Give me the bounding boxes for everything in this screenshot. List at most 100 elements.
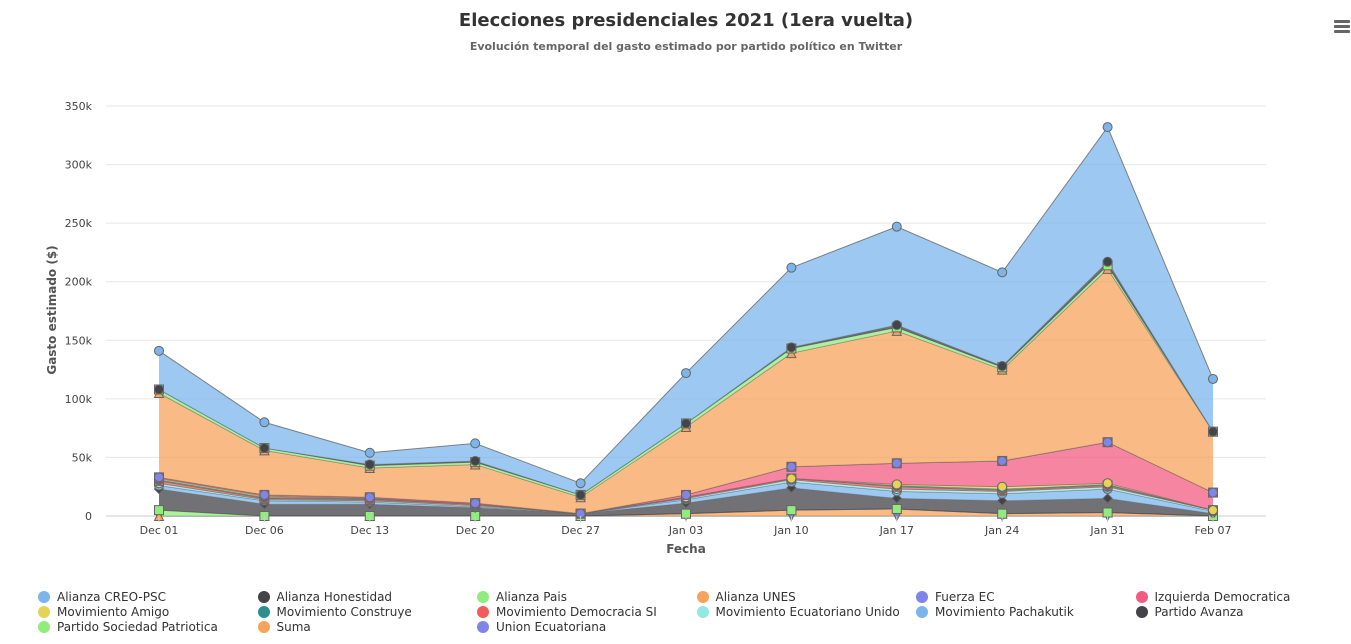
- legend-label: Alianza CREO-PSC: [57, 590, 166, 604]
- point-alianza-creo-psc[interactable]: [1102, 122, 1113, 133]
- legend-item-izquierda-democratica[interactable]: Izquierda Democratica: [1135, 590, 1291, 604]
- legend-marker: [257, 591, 270, 603]
- point-fuerza-ec[interactable]: [259, 489, 270, 500]
- legend-label: Movimiento Construye: [276, 605, 412, 619]
- point-movimiento-amigo[interactable]: [786, 473, 797, 484]
- point-alianza-creo-psc[interactable]: [259, 417, 270, 428]
- point-fuerza-ec[interactable]: [997, 455, 1008, 466]
- x-tick-label: Dec 20: [456, 524, 495, 537]
- legend-item-suma[interactable]: Suma: [257, 620, 311, 634]
- point-alianza-creo-psc[interactable]: [786, 262, 797, 273]
- y-tick-label: 350k: [65, 100, 93, 113]
- y-tick-label: 100k: [65, 393, 93, 406]
- point-fuerza-ec[interactable]: [154, 472, 164, 483]
- chart-title: Elecciones presidenciales 2021 (1era vue…: [458, 10, 914, 31]
- legend-item-movimiento-democracia-si[interactable]: Movimiento Democracia SI: [477, 605, 657, 619]
- legend-item-alianza-honestidad[interactable]: Alianza Honestidad: [257, 590, 392, 604]
- data-markers: [153, 122, 1219, 522]
- legend-item-partido-avanza[interactable]: Partido Avanza: [1135, 605, 1244, 619]
- legend-marker: [916, 606, 928, 618]
- point-partido-avanza[interactable]: [891, 493, 903, 504]
- point-alianza-honestidad[interactable]: [364, 459, 375, 470]
- point-partido-sociedad-patriotica[interactable]: [891, 503, 902, 514]
- x-tick-label: Dec 27: [561, 524, 600, 537]
- point-alianza-honestidad[interactable]: [1208, 426, 1218, 437]
- point-fuerza-ec[interactable]: [364, 492, 375, 503]
- legend-item-alianza-creo-psc[interactable]: Alianza CREO-PSC: [38, 590, 166, 604]
- legend-label: Partido Sociedad Patriotica: [57, 620, 218, 634]
- point-alianza-honestidad[interactable]: [154, 384, 164, 395]
- point-alianza-creo-psc[interactable]: [364, 447, 375, 458]
- point-partido-sociedad-patriotica[interactable]: [1102, 507, 1113, 518]
- point-movimiento-amigo[interactable]: [1102, 478, 1113, 489]
- point-alianza-honestidad[interactable]: [891, 320, 902, 331]
- point-fuerza-ec[interactable]: [681, 489, 691, 500]
- stacked-areas: [158, 126, 1214, 517]
- legend-marker: [38, 606, 50, 618]
- x-tick-label: Jan 17: [879, 524, 914, 537]
- legend-item-movimiento-pachakutik[interactable]: Movimiento Pachakutik: [916, 605, 1074, 619]
- point-partido-sociedad-patriotica[interactable]: [154, 505, 164, 516]
- x-axis-title: Fecha: [666, 542, 706, 556]
- point-partido-avanza[interactable]: [1102, 493, 1113, 504]
- point-fuerza-ec[interactable]: [470, 498, 481, 509]
- x-tick-label: Dec 06: [245, 524, 284, 537]
- y-tick-label: 200k: [65, 276, 93, 289]
- point-alianza-honestidad[interactable]: [470, 455, 481, 466]
- legend-marker: [38, 621, 50, 633]
- point-alianza-honestidad[interactable]: [997, 361, 1008, 372]
- point-alianza-honestidad[interactable]: [681, 418, 691, 429]
- legend-label: Alianza Pais: [496, 590, 567, 604]
- legend-item-fuerza-ec[interactable]: Fuerza EC: [916, 590, 995, 604]
- area-alianza-unes: [159, 268, 1213, 514]
- point-alianza-creo-psc[interactable]: [154, 345, 164, 356]
- point-movimiento-amigo[interactable]: [891, 479, 902, 490]
- legend-marker: [477, 591, 489, 603]
- legend-marker: [477, 621, 489, 633]
- point-alianza-honestidad[interactable]: [1102, 256, 1113, 267]
- point-alianza-creo-psc[interactable]: [575, 478, 586, 489]
- point-partido-avanza[interactable]: [996, 495, 1008, 506]
- point-fuerza-ec[interactable]: [786, 461, 797, 472]
- point-fuerza-ec[interactable]: [891, 458, 902, 469]
- point-movimiento-amigo[interactable]: [997, 481, 1008, 492]
- point-alianza-creo-psc[interactable]: [470, 438, 481, 449]
- legend-item-movimiento-construye[interactable]: Movimiento Construye: [257, 605, 412, 619]
- legend-item-movimiento-ecuatoriano-unido[interactable]: Movimiento Ecuatoriano Unido: [696, 605, 900, 619]
- point-alianza-creo-psc[interactable]: [997, 267, 1008, 278]
- x-tick-label: Jan 03: [668, 524, 703, 537]
- point-alianza-creo-psc[interactable]: [1208, 373, 1218, 384]
- area-izquierda-democratica: [159, 442, 1213, 514]
- legend-label: Suma: [276, 620, 311, 634]
- legend-label: Movimiento Pachakutik: [935, 605, 1074, 619]
- legend-marker: [257, 606, 270, 618]
- legend-item-alianza-unes[interactable]: Alianza UNES: [696, 590, 796, 604]
- hamburger-menu-icon[interactable]: [1334, 20, 1350, 34]
- point-fuerza-ec[interactable]: [1208, 487, 1218, 498]
- y-tick-label: 150k: [65, 334, 93, 347]
- point-alianza-creo-psc[interactable]: [681, 368, 691, 379]
- point-partido-sociedad-patriotica[interactable]: [786, 505, 797, 516]
- point-movimiento-amigo[interactable]: [1208, 505, 1218, 516]
- x-tick-label: Jan 24: [984, 524, 1019, 537]
- point-fuerza-ec[interactable]: [1102, 437, 1113, 448]
- y-tick-label: 50k: [72, 451, 93, 464]
- legend-label: Izquierda Democratica: [1154, 590, 1291, 604]
- y-tick-label: 300k: [65, 159, 93, 172]
- legend-label: Movimiento Amigo: [57, 605, 170, 619]
- legend-item-movimiento-amigo[interactable]: Movimiento Amigo: [38, 605, 169, 619]
- x-tick-label: Jan 31: [1089, 524, 1124, 537]
- x-tick-label: Jan 10: [773, 524, 808, 537]
- point-alianza-creo-psc[interactable]: [891, 221, 902, 232]
- legend-item-union-ecuatoriana[interactable]: Union Ecuatoriana: [477, 620, 606, 634]
- point-alianza-honestidad[interactable]: [786, 342, 797, 353]
- point-alianza-honestidad[interactable]: [575, 489, 586, 500]
- point-alianza-honestidad[interactable]: [259, 443, 270, 454]
- area-partido-avanza: [159, 487, 1213, 516]
- legend-marker: [257, 621, 270, 633]
- y-axis-title: Gasto estimado ($): [45, 245, 59, 374]
- x-axis: Dec 01 Dec 06 Dec 13 Dec 20 Dec 27 Jan 03 Jan …: [140, 516, 1231, 537]
- legend-item-partido-sociedad-patriotica[interactable]: Partido Sociedad Patriotica: [38, 620, 218, 634]
- legend-item-alianza-pais[interactable]: Alianza Pais: [477, 590, 567, 604]
- area-suma: [159, 508, 1213, 516]
